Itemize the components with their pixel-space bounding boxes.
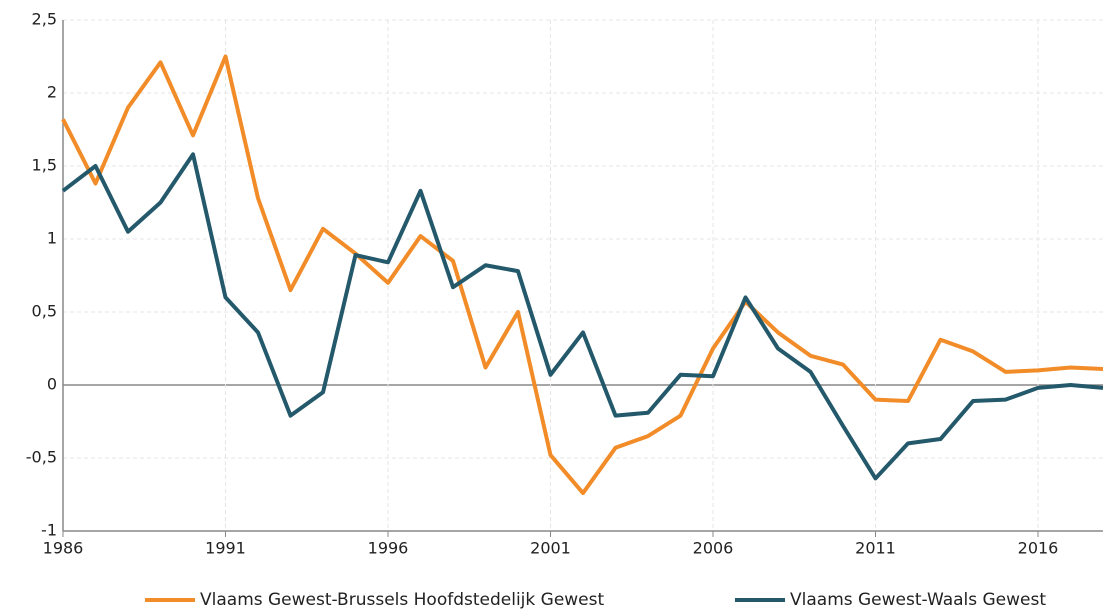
x-tick-label: 2006 <box>693 539 734 558</box>
data-line <box>61 152 1103 481</box>
y-tick-label: 0 <box>47 375 57 394</box>
y-tick-label: 0,5 <box>32 302 57 321</box>
y-tick-label: 1,5 <box>32 156 57 175</box>
legend-label: Vlaams Gewest-Waals Gewest <box>790 590 1046 610</box>
x-tick-label: 1986 <box>43 539 84 558</box>
data-line <box>61 54 1103 496</box>
y-tick-label: -1 <box>41 521 57 540</box>
y-tick-label: 2,5 <box>32 10 57 29</box>
y-tick-label: 2 <box>47 83 57 102</box>
x-tick-label: 2011 <box>855 539 896 558</box>
y-tick-label: 1 <box>47 229 57 248</box>
x-tick-label: 1991 <box>205 539 246 558</box>
x-tick-label: 2016 <box>1018 539 1059 558</box>
legend-label: Vlaams Gewest-Brussels Hoofdstedelijk Ge… <box>200 590 604 610</box>
x-tick-label: 1996 <box>368 539 409 558</box>
x-tick-label: 2001 <box>530 539 571 558</box>
y-tick-label: -0,5 <box>26 448 57 467</box>
